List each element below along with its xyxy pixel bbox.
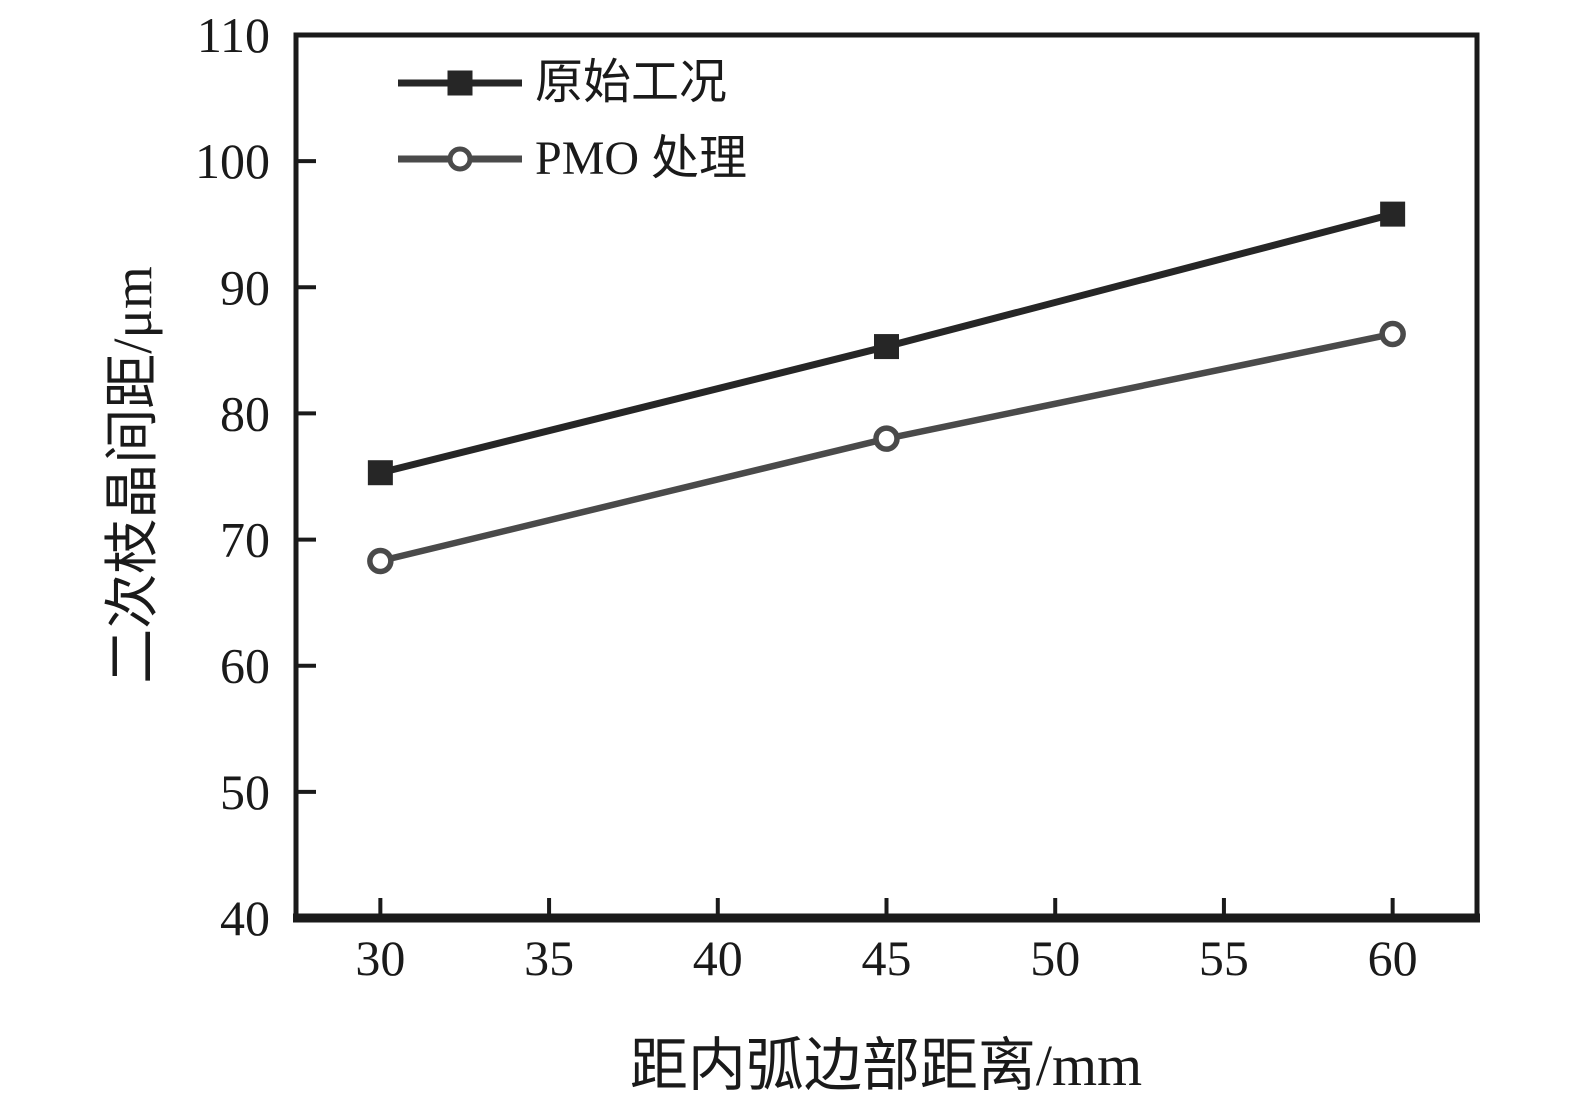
x-axis-title: 距内弧边部距离/mm bbox=[629, 1033, 1143, 1093]
legend-item-pmo: PMO 处理 bbox=[398, 121, 747, 197]
legend: 原始工况 PMO 处理 bbox=[398, 45, 747, 197]
svg-text:55: 55 bbox=[1199, 930, 1249, 986]
svg-text:35: 35 bbox=[524, 930, 574, 986]
svg-text:90: 90 bbox=[220, 259, 270, 315]
svg-text:60: 60 bbox=[220, 638, 270, 694]
legend-item-original: 原始工况 bbox=[398, 45, 747, 121]
svg-text:40: 40 bbox=[220, 890, 270, 946]
svg-text:30: 30 bbox=[355, 930, 405, 986]
svg-text:60: 60 bbox=[1368, 930, 1418, 986]
svg-text:40: 40 bbox=[693, 930, 743, 986]
svg-text:80: 80 bbox=[220, 385, 270, 441]
legend-label-original: 原始工况 bbox=[535, 56, 728, 109]
svg-text:110: 110 bbox=[197, 7, 270, 63]
svg-text:45: 45 bbox=[862, 930, 912, 986]
filled-square-marker-icon bbox=[398, 68, 522, 98]
legend-label-pmo: PMO 处理 bbox=[535, 132, 748, 185]
svg-text:70: 70 bbox=[220, 512, 270, 568]
svg-text:100: 100 bbox=[195, 133, 270, 189]
svg-text:50: 50 bbox=[220, 764, 270, 820]
open-circle-marker-icon bbox=[398, 144, 522, 174]
y-axis-title: 二次枝晶间距/μm bbox=[102, 266, 163, 684]
svg-text:50: 50 bbox=[1030, 930, 1080, 986]
